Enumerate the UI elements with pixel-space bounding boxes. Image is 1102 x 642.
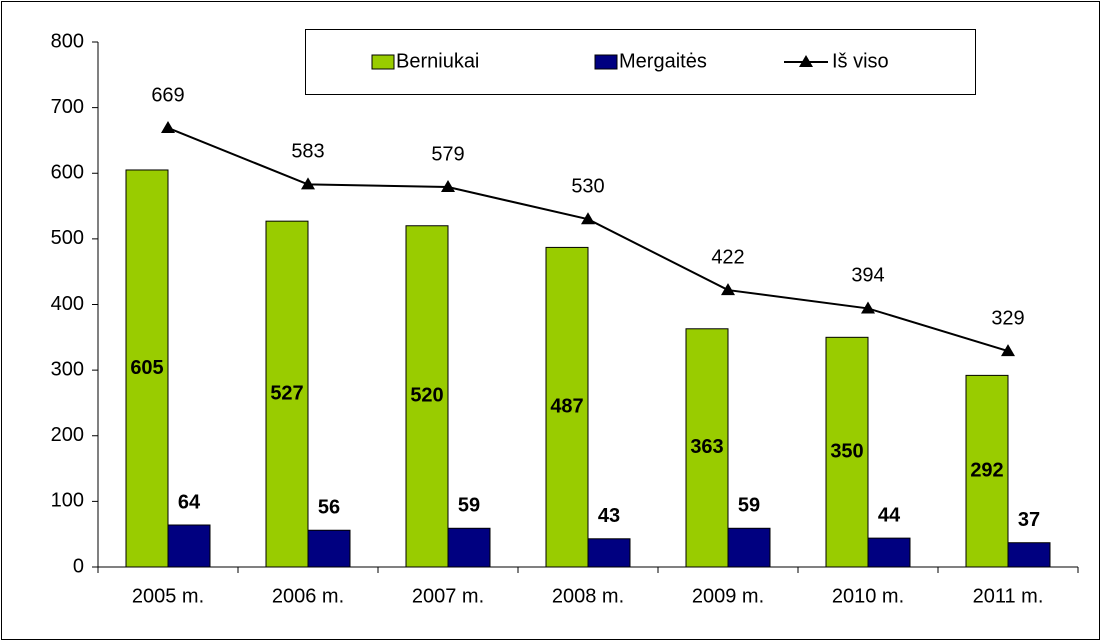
x-tick-label: 2010 m. [832,585,904,607]
legend-swatch [371,54,395,70]
data-label: 520 [410,385,443,407]
bar [167,524,211,568]
x-tick-label: 2006 m. [272,585,344,607]
data-label: 64 [178,491,201,513]
marker [861,301,875,314]
data-label: 422 [711,246,744,268]
bar [405,225,449,568]
x-tick-label: 2007 m. [412,585,484,607]
bar [727,527,771,568]
data-label: 43 [598,505,620,527]
x-tick-label: 2005 m. [132,585,204,607]
marker [721,283,735,296]
y-tick-label: 200 [51,424,84,446]
legend-swatch [594,54,618,70]
bar [587,538,631,568]
marker [301,177,315,190]
y-tick-label: 500 [51,227,84,249]
y-tick-label: 400 [51,293,84,315]
y-tick-label: 300 [51,358,84,380]
data-label: 394 [851,265,884,287]
data-label: 579 [431,143,464,165]
marker [161,120,175,133]
marker [581,212,595,225]
data-label: 350 [830,440,863,462]
data-label: 605 [130,357,163,379]
legend-marker [799,55,813,67]
y-tick-label: 800 [51,30,84,52]
y-tick-label: 0 [73,555,84,577]
data-label: 530 [571,175,604,197]
data-label: 363 [690,436,723,458]
data-label: 527 [270,382,303,404]
legend-box [305,29,976,95]
legend-label: Berniukai [396,50,479,72]
bar [125,169,169,568]
bar [1007,542,1051,568]
x-tick-label: 2008 m. [552,585,624,607]
data-label: 669 [151,84,184,106]
data-label: 59 [738,495,760,517]
bar [965,374,1009,568]
legend-label: Mergaitės [619,50,707,72]
data-label: 56 [318,497,340,519]
data-label: 329 [991,307,1024,329]
data-label: 583 [291,141,324,163]
x-tick-label: 2011 m. [973,585,1044,607]
bar [685,328,729,568]
y-tick-label: 100 [51,490,84,512]
y-tick-label: 600 [51,162,84,184]
data-label: 37 [1018,509,1040,531]
marker [1001,344,1015,357]
x-tick-label: 2009 m. [692,585,764,607]
legend-label: Iš viso [832,50,889,72]
data-label: 487 [550,395,583,417]
bar [867,537,911,568]
bar [447,527,491,568]
bar [825,336,869,568]
marker [441,180,455,193]
data-label: 59 [458,495,480,517]
bar [265,220,309,568]
data-label: 44 [878,504,901,526]
bar [307,529,351,568]
data-label: 292 [970,459,1003,481]
y-tick-label: 700 [51,96,84,118]
bar [545,246,589,568]
